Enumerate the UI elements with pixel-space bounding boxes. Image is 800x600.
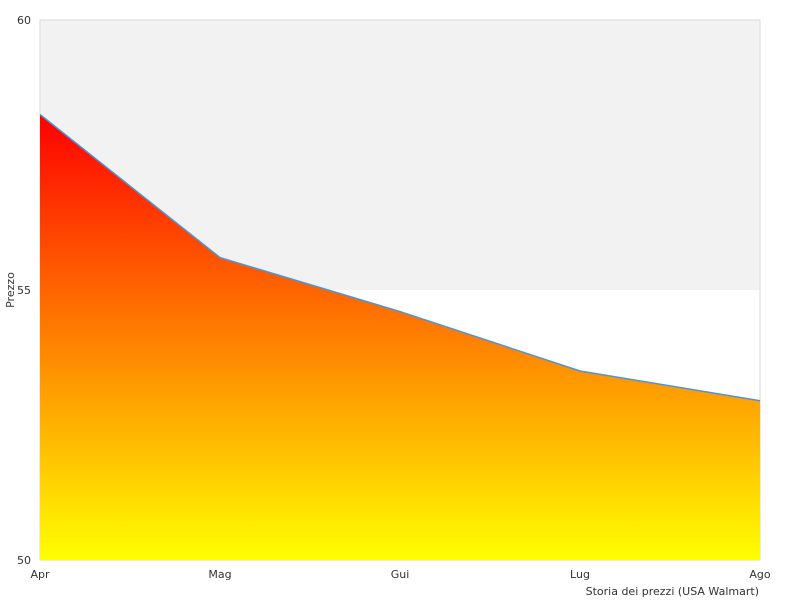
y-axis-title: Prezzo (4, 272, 17, 308)
x-tick-label-lug: Lug (570, 568, 590, 581)
price-area (40, 114, 760, 560)
y-tick-label: 55 (17, 284, 31, 297)
x-tick-label-gui: Gui (391, 568, 410, 581)
x-tick-label-ago: Ago (749, 568, 771, 581)
plot-area (39, 113, 761, 560)
x-axis: Apr Mag Gui Lug Ago (30, 568, 770, 581)
y-tick-label: 60 (17, 14, 31, 27)
x-axis-title: Storia dei prezzi (USA Walmart) (586, 585, 759, 598)
x-tick-label-apr: Apr (30, 568, 50, 581)
y-axis: 50 55 60 (17, 14, 31, 567)
y-tick-label: 50 (17, 554, 31, 567)
x-tick-label-mag: Mag (208, 568, 231, 581)
